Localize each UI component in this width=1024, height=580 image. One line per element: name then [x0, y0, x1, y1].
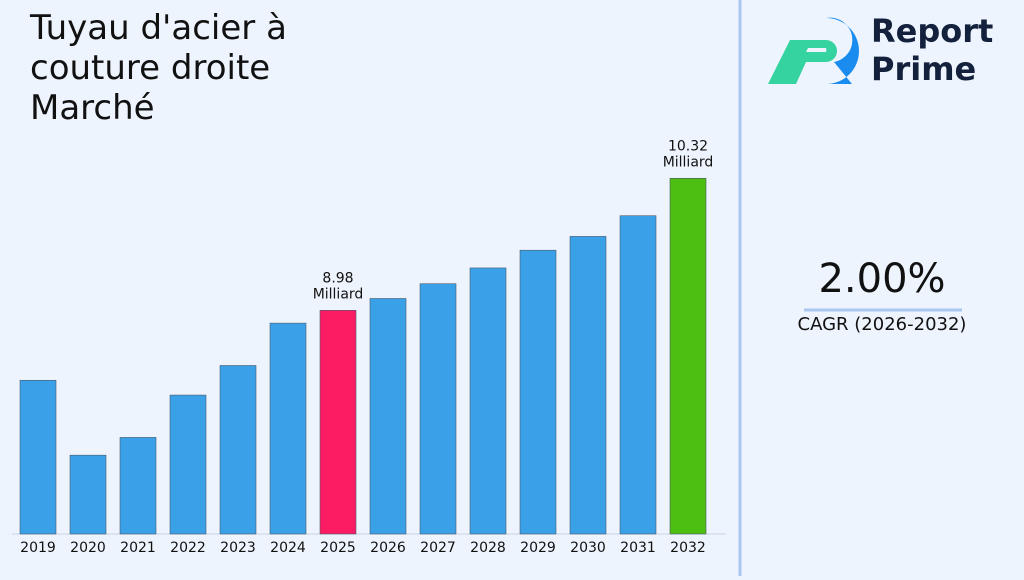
bar [119, 437, 157, 535]
bar [269, 322, 307, 535]
cagr-value: 2.00% [818, 256, 945, 302]
bar [419, 283, 457, 535]
bar [569, 236, 607, 535]
x-tick-label: 2023 [220, 540, 256, 556]
value-label: 10.32 Milliard [663, 138, 714, 170]
x-tick-label: 2028 [470, 540, 506, 556]
bar [319, 310, 357, 535]
bar [669, 177, 707, 535]
bar [469, 267, 507, 535]
x-tick-label: 2022 [170, 540, 206, 556]
bar [369, 298, 407, 535]
chart-title: Tuyau d'acier à couture droite Marché [30, 8, 287, 128]
bar [219, 365, 257, 535]
bar [19, 379, 57, 535]
x-tick-label: 2020 [70, 540, 106, 556]
logo-icon [768, 17, 859, 84]
cagr-label: CAGR (2026-2032) [798, 314, 967, 335]
x-tick-label: 2021 [120, 540, 156, 556]
logo-text: Prime [871, 50, 976, 88]
bar [619, 215, 657, 535]
bar [519, 249, 557, 535]
x-tick-label: 2027 [420, 540, 456, 556]
bar [169, 394, 207, 535]
bar [69, 454, 107, 535]
x-tick-label: 2029 [520, 540, 556, 556]
x-tick-label: 2019 [20, 540, 56, 556]
x-tick-label: 2024 [270, 540, 306, 556]
x-tick-label: 2030 [570, 540, 606, 556]
x-tick-label: 2032 [670, 540, 706, 556]
x-tick-label: 2026 [370, 540, 406, 556]
logo-text: Report [871, 12, 993, 50]
value-label: 8.98 Milliard [313, 270, 364, 302]
x-tick-label: 2031 [620, 540, 656, 556]
x-tick-label: 2025 [320, 540, 356, 556]
